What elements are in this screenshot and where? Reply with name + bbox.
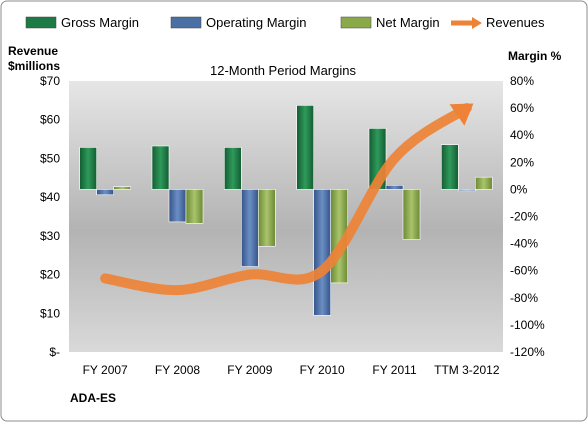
bar-operating-margin <box>385 185 404 190</box>
legend-label-net-margin: Net Margin <box>376 15 440 30</box>
bar-gross-margin <box>151 145 170 190</box>
x-tick-label: FY 2008 <box>155 363 200 377</box>
revenue-arrowhead <box>449 103 474 126</box>
left-tick-label: $- <box>49 345 60 359</box>
legend-swatch-operating-margin <box>170 16 202 29</box>
x-axis-ticks: FY 2007 FY 2008 FY 2009 FY 2010 FY 2011 TTM 3… <box>83 363 500 377</box>
bar-operating-margin <box>168 189 187 223</box>
x-tick-label: FY 2011 <box>372 363 417 377</box>
left-axis-title-line-1: Revenue <box>8 44 58 58</box>
legend-label-operating-margin: Operating Margin <box>206 15 306 30</box>
bar-net-margin <box>257 189 276 247</box>
left-axis-ticks: $- $10 $20 $30 $40 $50 $60 $70 <box>40 74 60 359</box>
right-tick-label: -40% <box>510 237 538 251</box>
right-tick-label: 40% <box>510 128 534 142</box>
bar-operating-margin <box>457 189 476 192</box>
bar-net-margin <box>402 189 421 240</box>
bar-gross-margin <box>440 144 459 190</box>
bar-series <box>79 105 493 316</box>
right-tick-label: -20% <box>510 210 538 224</box>
legend: Gross Margin Operating Margin Net Margin Re… <box>25 15 545 30</box>
bar-net-margin <box>113 186 131 190</box>
right-tick-label: -100% <box>510 318 545 332</box>
left-tick-label: $30 <box>40 229 60 243</box>
bar-gross-margin <box>296 105 315 190</box>
right-tick-label: -60% <box>510 264 538 278</box>
right-tick-label: 20% <box>510 155 534 169</box>
right-tick-label: 0% <box>510 182 528 196</box>
right-tick-label: -80% <box>510 291 538 305</box>
legend-label-gross-margin: Gross Margin <box>61 15 139 30</box>
bar-gross-margin <box>224 147 242 190</box>
bar-operating-margin <box>241 189 259 267</box>
x-tick-label: FY 2010 <box>300 363 345 377</box>
legend-swatch-revenues-arrow <box>472 17 482 29</box>
bar-net-margin <box>474 176 493 190</box>
left-axis-title-line-2: $millions <box>8 59 60 73</box>
legend-swatch-gross-margin <box>25 16 57 29</box>
bar-operating-margin <box>313 189 332 316</box>
bar-operating-margin <box>96 189 114 196</box>
revenue-line <box>100 103 472 296</box>
right-tick-label: 80% <box>510 74 534 88</box>
bar-net-margin <box>185 189 204 224</box>
chart-title: 12-Month Period Margins <box>210 63 356 78</box>
left-tick-label: $20 <box>40 268 60 282</box>
right-axis-ticks: -120% -100% -80% -60% -40% -20% 0% 20% 40% 60% 80% <box>510 74 545 359</box>
legend-label-revenues: Revenues <box>486 15 545 30</box>
legend-swatch-net-margin <box>340 16 372 29</box>
line-series <box>100 103 474 296</box>
x-tick-label: FY 2007 <box>83 363 128 377</box>
x-tick-label: TTM 3-2012 <box>434 363 500 377</box>
left-tick-label: $10 <box>40 306 60 320</box>
left-tick-label: $50 <box>40 151 60 165</box>
right-axis-title: Margin % <box>508 49 562 63</box>
x-tick-label: FY 2009 <box>227 363 272 377</box>
right-tick-label: -120% <box>510 345 545 359</box>
bar-gross-margin <box>79 147 97 190</box>
left-tick-label: $40 <box>40 190 60 204</box>
left-tick-label: $70 <box>40 74 60 88</box>
left-tick-label: $60 <box>40 113 60 127</box>
right-tick-label: 60% <box>510 101 534 115</box>
footer-label: ADA-ES <box>70 391 116 405</box>
